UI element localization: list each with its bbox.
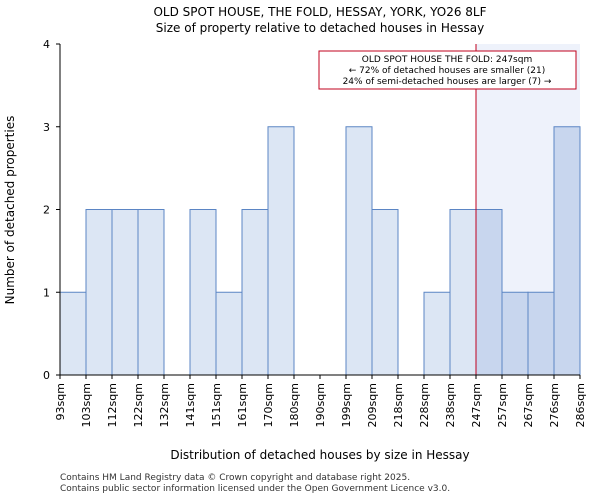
bar-112sqm	[111, 209, 139, 376]
bar-276sqm	[553, 126, 581, 376]
x-tick-label: 93sqm	[54, 383, 67, 420]
x-tick-label: 180sqm	[288, 383, 301, 427]
x-tick-label: 238sqm	[444, 383, 457, 427]
x-tick-label: 199sqm	[340, 383, 353, 427]
bars	[59, 126, 581, 376]
bar-238sqm	[449, 209, 477, 376]
x-axis-label: Distribution of detached houses by size …	[170, 448, 469, 462]
x-tick-label: 132sqm	[158, 383, 171, 427]
bar-103sqm	[85, 209, 113, 376]
x-tick-label: 170sqm	[262, 383, 275, 427]
bar-141sqm	[189, 209, 217, 376]
chart-title-line1: OLD SPOT HOUSE, THE FOLD, HESSAY, YORK, …	[153, 5, 486, 19]
y-axis-label: Number of detached properties	[3, 116, 17, 305]
annotation-line2: ← 72% of detached houses are smaller (21…	[349, 66, 546, 76]
x-tick-label: 112sqm	[106, 383, 119, 427]
bar-93sqm	[59, 291, 87, 376]
x-tick-label: 286sqm	[574, 383, 587, 427]
y-tick-label: 3	[43, 121, 50, 134]
x-tick-label: 267sqm	[522, 383, 535, 427]
annotation-box: OLD SPOT HOUSE THE FOLD: 247sqm ← 72% of…	[318, 50, 577, 90]
y-tick-label: 2	[43, 204, 50, 217]
x-tick-label: 228sqm	[418, 383, 431, 427]
footer-line2: Contains public sector information licen…	[60, 484, 451, 494]
bar-267sqm	[527, 291, 555, 376]
x-tick-label: 218sqm	[392, 383, 405, 427]
bar-161sqm	[241, 209, 269, 376]
chart-title-line2: Size of property relative to detached ho…	[156, 21, 484, 35]
bar-247sqm	[475, 209, 503, 376]
y-tick-label: 0	[43, 369, 50, 382]
annotation-line3: 24% of semi-detached houses are larger (…	[343, 77, 552, 87]
x-tick-label: 103sqm	[80, 383, 93, 427]
y-tick-label: 1	[43, 286, 50, 299]
y-ticks: 0 1 2 3 4	[43, 38, 60, 382]
bar-170sqm	[267, 126, 295, 376]
bar-209sqm	[371, 209, 399, 376]
footer-line1: Contains HM Land Registry data © Crown c…	[60, 473, 411, 483]
y-tick-label: 4	[43, 38, 50, 51]
bar-228sqm	[423, 291, 451, 376]
bar-122sqm	[137, 209, 165, 376]
x-tick-label: 247sqm	[470, 383, 483, 427]
x-tick-label: 276sqm	[548, 383, 561, 427]
x-tick-label: 190sqm	[314, 383, 327, 427]
annotation-line1: OLD SPOT HOUSE THE FOLD: 247sqm	[362, 55, 532, 65]
bar-199sqm	[345, 126, 373, 376]
x-tick-label: 151sqm	[210, 383, 223, 427]
x-tick-label: 257sqm	[496, 383, 509, 427]
x-tick-label: 141sqm	[184, 383, 197, 427]
x-tick-label: 161sqm	[236, 383, 249, 427]
x-tick-label: 209sqm	[366, 383, 379, 427]
x-ticks: 93sqm 103sqm 112sqm 122sqm 132sqm 141sqm 151sq…	[54, 375, 587, 427]
bar-151sqm	[215, 291, 243, 376]
bar-257sqm	[501, 291, 529, 376]
x-tick-label: 122sqm	[132, 383, 145, 427]
